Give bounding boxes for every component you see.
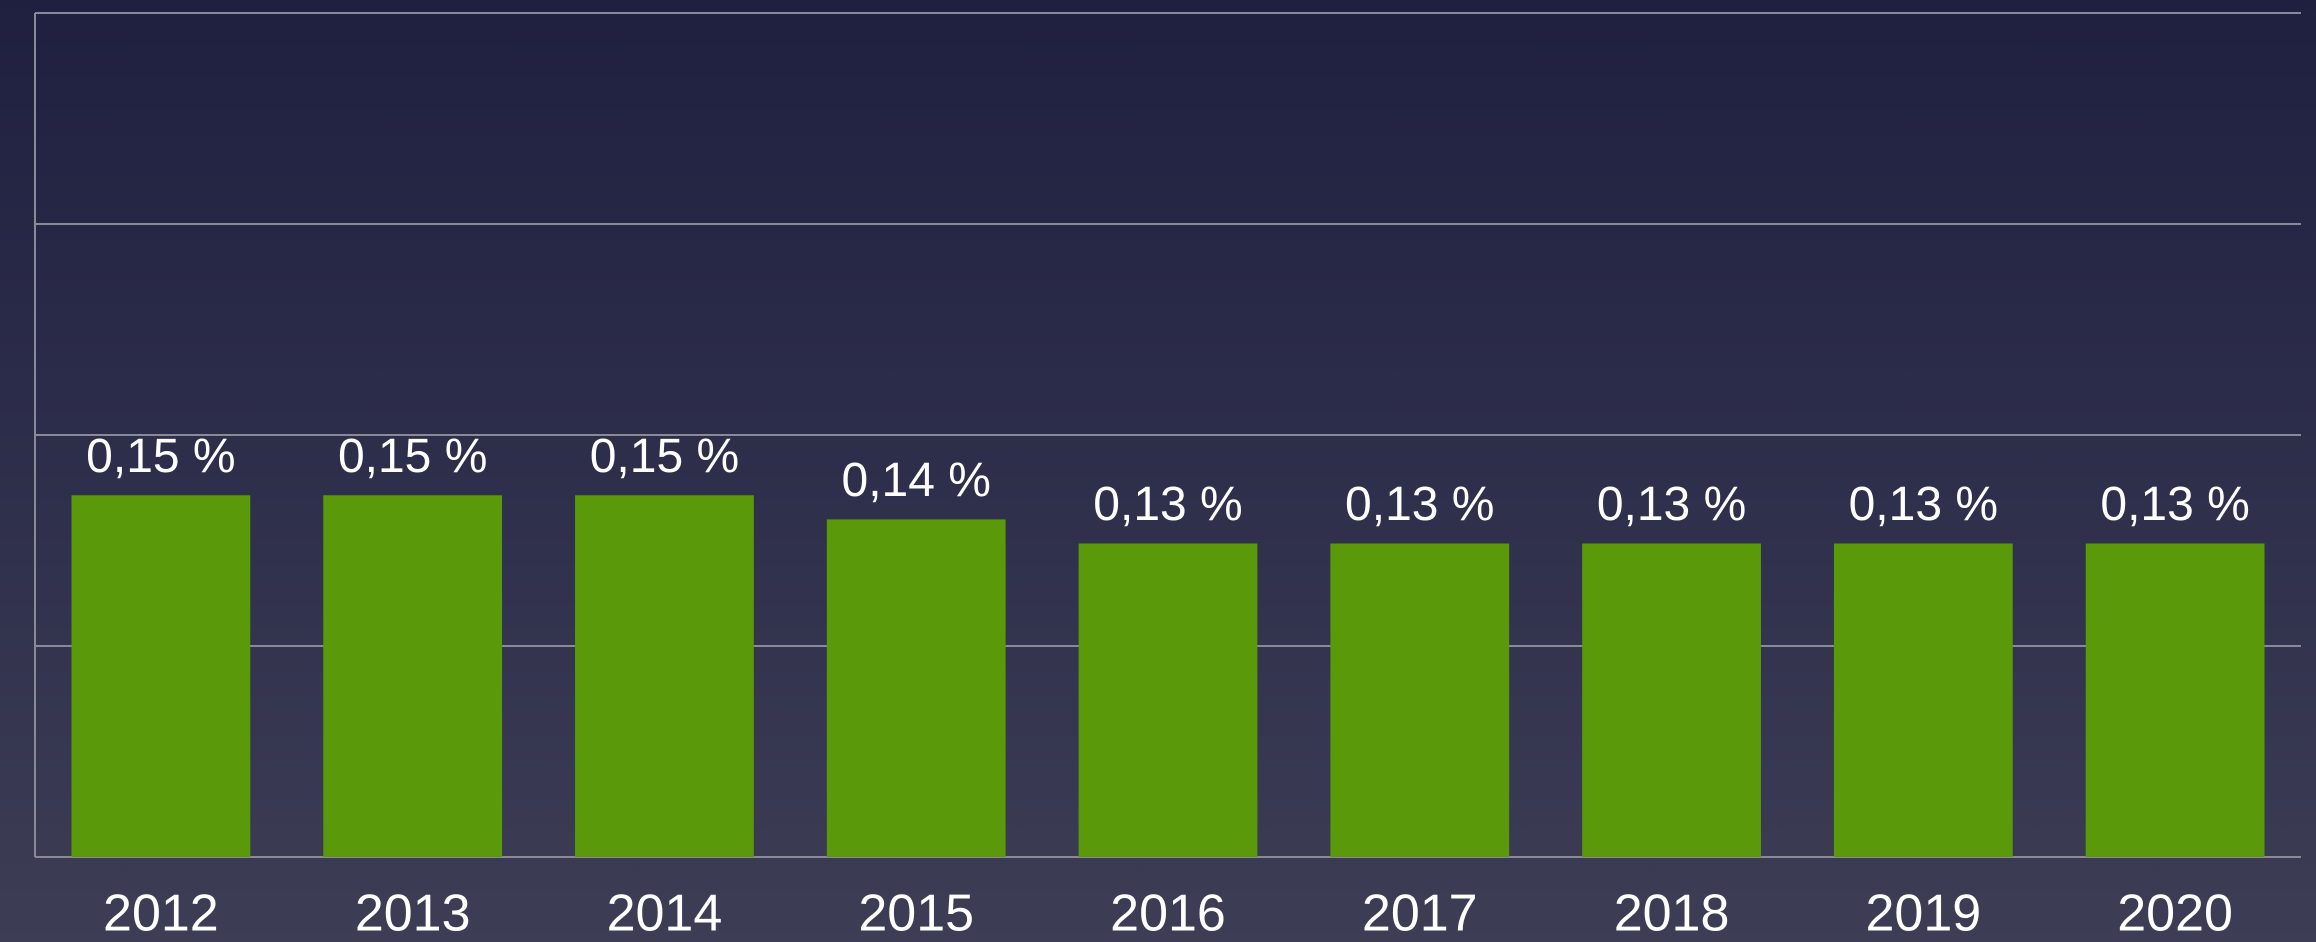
value-label: 0,13 %: [1345, 478, 1494, 531]
x-tick-label: 2017: [1362, 885, 1478, 942]
x-tick-label: 2019: [1865, 885, 1981, 942]
x-tick-label: 2016: [1110, 885, 1226, 942]
bar: [1582, 543, 1761, 857]
value-label: 0,13 %: [1093, 478, 1242, 531]
x-tick-label: 2020: [2117, 885, 2233, 942]
value-label: 0,13 %: [1597, 478, 1746, 531]
value-label: 0,15 %: [590, 430, 739, 483]
value-label: 0,13 %: [1849, 478, 1998, 531]
bar: [323, 495, 503, 857]
bar: [1078, 543, 1258, 857]
bar: [2085, 543, 2265, 857]
x-tick-label: 2013: [355, 885, 471, 942]
value-label: 0,15 %: [86, 430, 235, 483]
bar: [575, 495, 754, 857]
bar: [1833, 543, 2013, 857]
x-tick-label: 2018: [1614, 885, 1730, 942]
x-tick-label: 2014: [607, 885, 723, 942]
x-tick-label: 2015: [858, 885, 974, 942]
x-tick-label: 2012: [103, 885, 219, 942]
bar: [826, 519, 1006, 857]
value-label: 0,15 %: [338, 430, 487, 483]
value-label: 0,13 %: [2100, 478, 2249, 531]
value-label: 0,14 %: [842, 454, 991, 507]
bar: [1330, 543, 1510, 857]
bar: [71, 495, 251, 857]
